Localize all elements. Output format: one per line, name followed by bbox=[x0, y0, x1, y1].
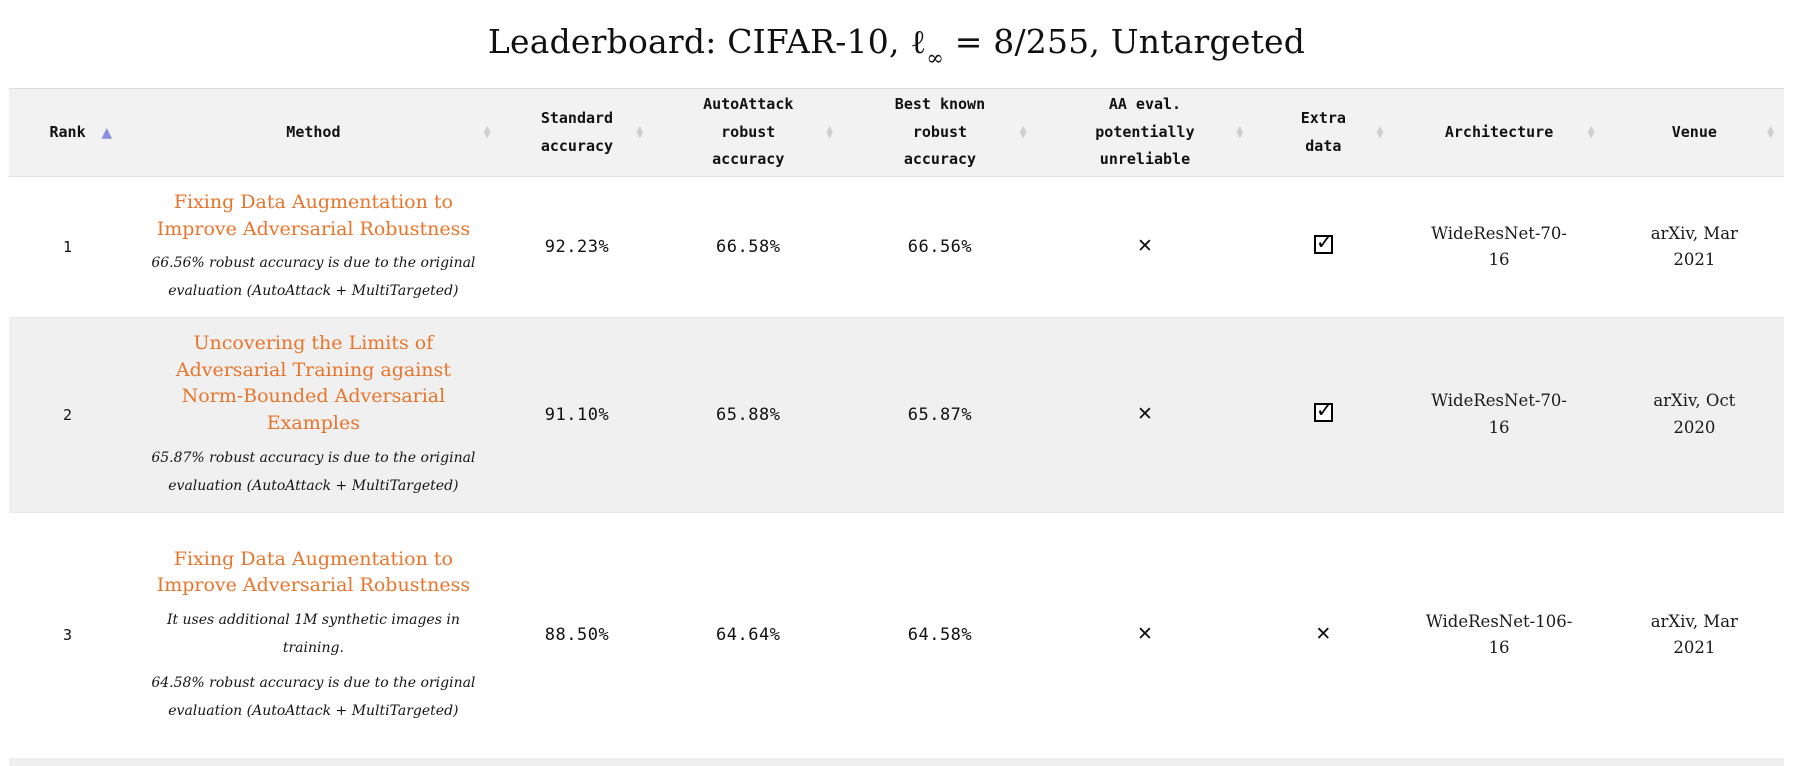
leaderboard-table-container: Rank ▲ Method ▲ ▼ Standard accuracy ▲ ▼ Au… bbox=[9, 88, 1784, 758]
page-header: Leaderboard: CIFAR-10, ℓ∞ = 8/255, Untar… bbox=[0, 0, 1793, 88]
venue-cell: arXiv, Oct 2020 bbox=[1604, 317, 1784, 513]
page-title: Leaderboard: CIFAR-10, ℓ∞ = 8/255, Untar… bbox=[487, 22, 1306, 70]
architecture-cell: WideResNet-70-16 bbox=[1393, 317, 1605, 513]
cross-icon: ✕ bbox=[1137, 402, 1153, 425]
method-cell: Fixing Data Augmentation to Improve Adve… bbox=[126, 512, 501, 758]
cross-icon: ✕ bbox=[1137, 235, 1153, 258]
sort-both-icon: ▲ ▼ bbox=[1019, 123, 1027, 141]
method-paper-link[interactable]: Fixing Data Augmentation to Improve Adve… bbox=[156, 547, 471, 597]
venue-value: arXiv, Mar 2021 bbox=[1650, 223, 1738, 270]
sort-ascending-icon: ▲ bbox=[101, 124, 113, 141]
next-row-strip bbox=[9, 758, 1784, 766]
column-label-standard-accuracy: Standard accuracy bbox=[540, 108, 614, 155]
method-note: 65.87% robust accuracy is due to the ori… bbox=[151, 449, 476, 494]
column-header-method[interactable]: Method ▲ ▼ bbox=[126, 88, 501, 177]
column-label-autoattack-robust-accuracy: AutoAttack robust accuracy bbox=[703, 94, 794, 169]
aa-eval-unreliable-cell: ✕ bbox=[1036, 317, 1254, 513]
best-known-robust-accuracy-value: 64.58% bbox=[907, 625, 973, 646]
extra-data-cell: ✕ bbox=[1253, 512, 1393, 758]
sort-both-icon: ▲ ▼ bbox=[1587, 123, 1595, 141]
column-label-rank: Rank bbox=[49, 122, 86, 141]
column-label-extra-data: Extra data bbox=[1300, 108, 1346, 155]
venue-cell: arXiv, Mar 2021 bbox=[1605, 177, 1784, 318]
sort-both-icon: ▲ ▼ bbox=[826, 123, 834, 141]
venue-value: arXiv, Oct 2020 bbox=[1653, 391, 1736, 437]
sort-both-icon: ▲ ▼ bbox=[1236, 123, 1244, 141]
page-title-suffix: = 8/255, Untargeted bbox=[944, 22, 1306, 62]
standard-accuracy-value: 88.50% bbox=[544, 625, 610, 646]
method-note: 66.56% robust accuracy is due to the ori… bbox=[151, 255, 476, 300]
method-note: It uses additional 1M synthetic images i… bbox=[166, 611, 460, 656]
best-known-robust-accuracy-value: 65.87% bbox=[843, 317, 1037, 513]
standard-accuracy-value: 91.10% bbox=[500, 317, 654, 513]
sort-both-icon: ▲ ▼ bbox=[1767, 123, 1774, 141]
table-row: 3 Fixing Data Augmentation to Improve Ad… bbox=[9, 512, 1784, 758]
column-label-venue: Venue bbox=[1671, 122, 1717, 141]
column-header-venue[interactable]: Venue ▲ ▼ bbox=[1604, 88, 1784, 177]
venue-cell: arXiv, Mar 2021 bbox=[1605, 512, 1784, 758]
method-note: 64.58% robust accuracy is due to the ori… bbox=[151, 674, 476, 719]
column-header-aa-eval-potentially-unreliable[interactable]: AA eval. potentially unreliable ▲ ▼ bbox=[1036, 88, 1254, 177]
sort-both-icon: ▲ ▼ bbox=[636, 123, 644, 141]
checked-checkbox-icon: ✓ bbox=[1313, 230, 1334, 255]
column-header-extra-data[interactable]: Extra data ▲ ▼ bbox=[1253, 88, 1394, 177]
column-label-architecture: Architecture bbox=[1444, 122, 1554, 141]
column-header-rank[interactable]: Rank ▲ bbox=[9, 88, 127, 177]
architecture-cell: WideResNet-70-16 bbox=[1393, 177, 1604, 318]
autoattack-robust-accuracy-value: 64.64% bbox=[716, 625, 781, 646]
header-row: Rank ▲ Method ▲ ▼ Standard accuracy ▲ ▼ Au… bbox=[9, 88, 1784, 177]
sort-both-icon: ▲ ▼ bbox=[1376, 123, 1384, 141]
extra-data-cell: ✓ bbox=[1253, 177, 1393, 318]
column-header-best-known-robust-accuracy[interactable]: Best known robust accuracy ▲ ▼ bbox=[843, 88, 1037, 177]
standard-accuracy-value: 92.23% bbox=[544, 237, 610, 258]
cross-icon: ✕ bbox=[1315, 623, 1332, 646]
aa-eval-unreliable-cell: ✕ bbox=[1037, 512, 1254, 758]
rank-value: 3 bbox=[63, 626, 73, 645]
column-header-architecture[interactable]: Architecture ▲ ▼ bbox=[1393, 88, 1605, 177]
table-row: 2 Uncovering the Limits of Adversarial T… bbox=[9, 317, 1784, 513]
cross-icon: ✕ bbox=[1137, 623, 1153, 646]
architecture-value: WideResNet-70-16 bbox=[1431, 391, 1568, 437]
method-cell: Uncovering the Limits of Adversarial Tra… bbox=[126, 317, 501, 513]
column-header-standard-accuracy[interactable]: Standard accuracy ▲ ▼ bbox=[500, 88, 654, 177]
checked-checkbox-icon: ✓ bbox=[1313, 397, 1334, 422]
venue-value: arXiv, Mar 2021 bbox=[1650, 611, 1738, 658]
extra-data-cell: ✓ bbox=[1253, 317, 1394, 513]
column-label-method: Method bbox=[286, 122, 341, 141]
architecture-value: WideResNet-70-16 bbox=[1431, 223, 1568, 270]
ell-infinity-subscript: ∞ bbox=[926, 45, 945, 70]
rank-value: 1 bbox=[63, 238, 73, 257]
sort-both-icon: ▲ ▼ bbox=[483, 123, 491, 141]
aa-eval-unreliable-cell: ✕ bbox=[1037, 177, 1254, 318]
autoattack-robust-accuracy-value: 65.88% bbox=[653, 317, 844, 513]
method-paper-link[interactable]: Uncovering the Limits of Adversarial Tra… bbox=[175, 332, 451, 434]
leaderboard-table: Rank ▲ Method ▲ ▼ Standard accuracy ▲ ▼ Au… bbox=[9, 88, 1784, 758]
architecture-cell: WideResNet-106-16 bbox=[1393, 512, 1604, 758]
column-header-autoattack-robust-accuracy[interactable]: AutoAttack robust accuracy ▲ ▼ bbox=[653, 88, 844, 177]
rank-value: 2 bbox=[9, 317, 127, 513]
column-label-best-known-robust-accuracy: Best known robust accuracy bbox=[894, 94, 986, 169]
ell-symbol: ℓ bbox=[910, 22, 927, 62]
best-known-robust-accuracy-value: 66.56% bbox=[907, 237, 973, 258]
column-label-aa-eval-potentially-unreliable: AA eval. potentially unreliable bbox=[1095, 94, 1195, 169]
architecture-value: WideResNet-106-16 bbox=[1425, 611, 1573, 658]
page-title-prefix: Leaderboard: CIFAR-10, bbox=[487, 22, 911, 62]
table-row: 1 Fixing Data Augmentation to Improve Ad… bbox=[9, 176, 1784, 318]
method-cell: Fixing Data Augmentation to Improve Adve… bbox=[126, 177, 501, 318]
method-paper-link[interactable]: Fixing Data Augmentation to Improve Adve… bbox=[156, 191, 471, 240]
autoattack-robust-accuracy-value: 66.58% bbox=[716, 237, 781, 258]
